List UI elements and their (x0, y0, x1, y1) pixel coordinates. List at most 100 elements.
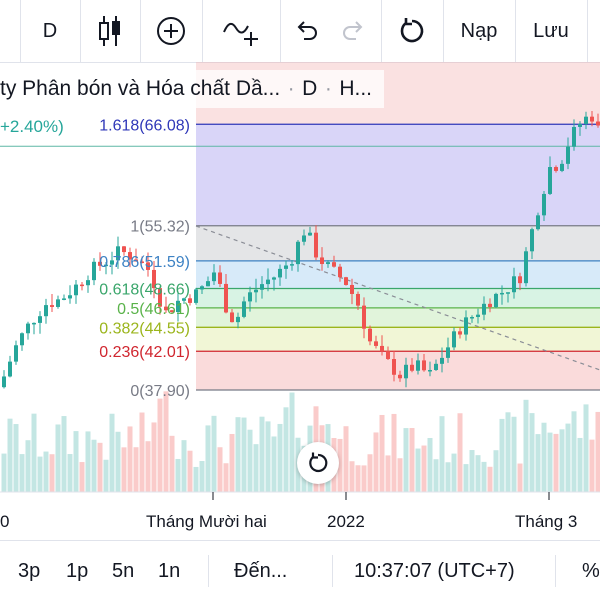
interval-button[interactable]: D (20, 0, 80, 62)
volume-bar (578, 438, 583, 492)
goto-date-button[interactable]: Đến... (234, 541, 287, 601)
fib-level-label: 0(37.90) (130, 383, 190, 400)
volume-bar (596, 412, 600, 492)
candle-body (464, 317, 468, 334)
compare-button[interactable] (140, 0, 202, 62)
volume-bar (380, 415, 385, 492)
candle-body (332, 262, 336, 267)
range-1d-button[interactable]: 1n (158, 541, 180, 601)
chart-style-button[interactable] (80, 0, 140, 62)
candle-body (578, 124, 582, 127)
candle-body (206, 281, 210, 286)
redo-button[interactable] (333, 0, 373, 62)
volume-bar (548, 433, 553, 492)
volume-bar (290, 393, 295, 492)
candle-body (296, 242, 300, 264)
candle-body (356, 294, 360, 306)
volume-bar (80, 462, 85, 492)
volume-bar (464, 464, 469, 492)
volume-bar (50, 454, 55, 492)
candle-body (536, 215, 540, 229)
load-button[interactable]: Nạp (443, 0, 515, 62)
candle-body (224, 284, 228, 313)
volume-bar (506, 412, 511, 492)
volume-bar (416, 449, 421, 492)
volume-bar (248, 430, 253, 492)
symbol-legend[interactable]: ty Phân bón và Hóa chất Dầ... · D · H... (0, 70, 384, 108)
fib-level-label: 0.382(44.55) (99, 320, 190, 337)
volume-bar (452, 454, 457, 492)
timezone-button[interactable]: 10:37:07 (UTC+7) (354, 541, 515, 601)
volume-bar (170, 436, 175, 492)
candle-body (62, 298, 66, 300)
volume-bar (266, 421, 271, 492)
volume-bar (26, 440, 31, 492)
refresh-button[interactable] (381, 0, 443, 62)
time-label-1: Tháng Mười hai (146, 512, 267, 531)
candle-body (506, 292, 510, 294)
candle-body (446, 347, 450, 358)
candle-body (38, 316, 42, 323)
candle-body (458, 331, 462, 334)
fib-level-label: 0.786(51.59) (99, 254, 190, 271)
candle-body (68, 295, 72, 298)
range-1m-button[interactable]: 1p (66, 541, 88, 601)
candle-body (554, 167, 558, 171)
candle-body (32, 323, 36, 325)
volume-bar (68, 454, 73, 492)
time-label-2: 2022 (327, 512, 365, 531)
candle-body (230, 312, 234, 322)
candle-body (308, 233, 312, 236)
range-3m-button[interactable]: 3p (18, 541, 40, 601)
indicators-icon (221, 14, 261, 48)
volume-bar (272, 436, 277, 492)
volume-bar (134, 447, 139, 492)
candle-body (494, 294, 498, 307)
candle-body (362, 306, 366, 329)
candle-body (422, 360, 426, 370)
candle-body (368, 329, 372, 342)
volume-bar (86, 431, 91, 492)
volume-bar (374, 432, 379, 492)
candle-body (386, 351, 390, 359)
percent-scale-button[interactable]: % (582, 541, 600, 601)
redo-icon (340, 19, 366, 43)
volume-bar (254, 444, 259, 492)
volume-bar (344, 426, 349, 492)
candle-body (56, 299, 60, 307)
candle-body (266, 280, 270, 284)
save-button[interactable]: Lưu (515, 0, 587, 62)
candle-body (26, 324, 30, 334)
fib-zone (196, 351, 600, 390)
volume-bar (140, 413, 145, 492)
range-5d-button[interactable]: 5n (112, 541, 134, 601)
candle-body (584, 117, 588, 124)
volume-bar (182, 440, 187, 492)
candle-body (590, 117, 594, 122)
candle-body (338, 267, 342, 278)
volume-bar (434, 459, 439, 492)
time-label-3: Tháng 3 (515, 512, 577, 531)
candle-body (218, 272, 222, 283)
volume-bar (200, 461, 205, 492)
candle-body (476, 315, 480, 317)
candle-body (404, 365, 408, 378)
candle-body (566, 147, 570, 164)
undo-button[interactable] (287, 0, 327, 62)
volume-bar (554, 434, 559, 492)
candle-body (212, 272, 216, 281)
fib-zone (196, 226, 600, 261)
percent-label: % (582, 560, 600, 583)
volume-bar (542, 423, 547, 492)
candle-body (284, 265, 288, 268)
indicators-button[interactable] (202, 0, 280, 62)
volume-bar (188, 451, 193, 492)
volume-bar (116, 432, 121, 492)
reset-chart-button[interactable] (297, 442, 339, 484)
legend-dot: · (280, 77, 302, 101)
candle-body (512, 276, 516, 292)
candle-body (248, 292, 252, 301)
volume-bar (44, 452, 49, 492)
fib-level-label: 0.5(46.61) (117, 301, 190, 318)
symbol-search-button[interactable] (0, 0, 20, 62)
